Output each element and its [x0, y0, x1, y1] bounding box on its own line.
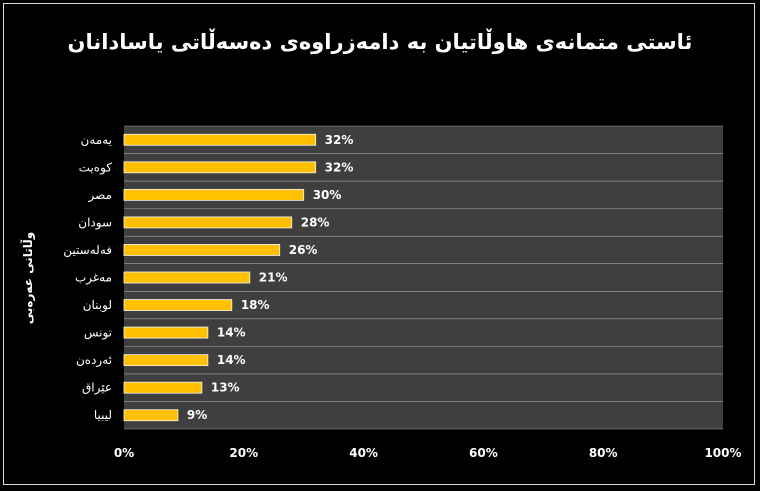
bar [123, 409, 179, 422]
category-label: یەمەن [81, 133, 112, 147]
bar [123, 216, 293, 229]
category-label: لیبیا [94, 408, 112, 422]
bar [123, 326, 209, 339]
bar [123, 354, 209, 367]
data-label: 26% [289, 243, 318, 257]
bar [123, 188, 305, 201]
x-tick-label: 80% [589, 446, 618, 460]
x-tick-label: 100% [704, 446, 741, 460]
category-label: فەلەستین [63, 243, 112, 258]
bar [123, 133, 317, 146]
category-label: مەغرب [75, 271, 112, 286]
category-label: سودان [78, 215, 112, 230]
data-label: 18% [241, 298, 270, 312]
x-tick-label: 0% [114, 446, 134, 460]
data-label: 14% [217, 326, 246, 340]
bar [123, 271, 251, 284]
data-label: 30% [313, 188, 342, 202]
bar [123, 381, 203, 394]
bar [123, 161, 317, 174]
bar [123, 244, 281, 256]
x-tick-label: 20% [229, 446, 258, 460]
x-tick-label: 60% [469, 446, 498, 460]
data-label: 21% [259, 271, 288, 285]
chart-title: ئاستی متمانەی هاوڵاتیان بە دامەزراوەی دە… [67, 30, 693, 54]
category-label: ئەردەن [76, 353, 112, 368]
category-label: کوەیت [79, 160, 113, 175]
data-label: 9% [187, 408, 207, 422]
data-label: 32% [325, 160, 354, 174]
category-label: عێراق [82, 381, 112, 396]
category-label: لوبنان [83, 298, 112, 313]
data-label: 14% [217, 353, 246, 367]
category-label: تونس [84, 326, 112, 341]
bar [123, 299, 233, 311]
x-tick-label: 40% [349, 446, 378, 460]
data-label: 32% [325, 133, 354, 147]
data-label: 13% [211, 381, 240, 395]
data-label: 28% [301, 215, 330, 229]
category-label: مصر [88, 188, 112, 203]
